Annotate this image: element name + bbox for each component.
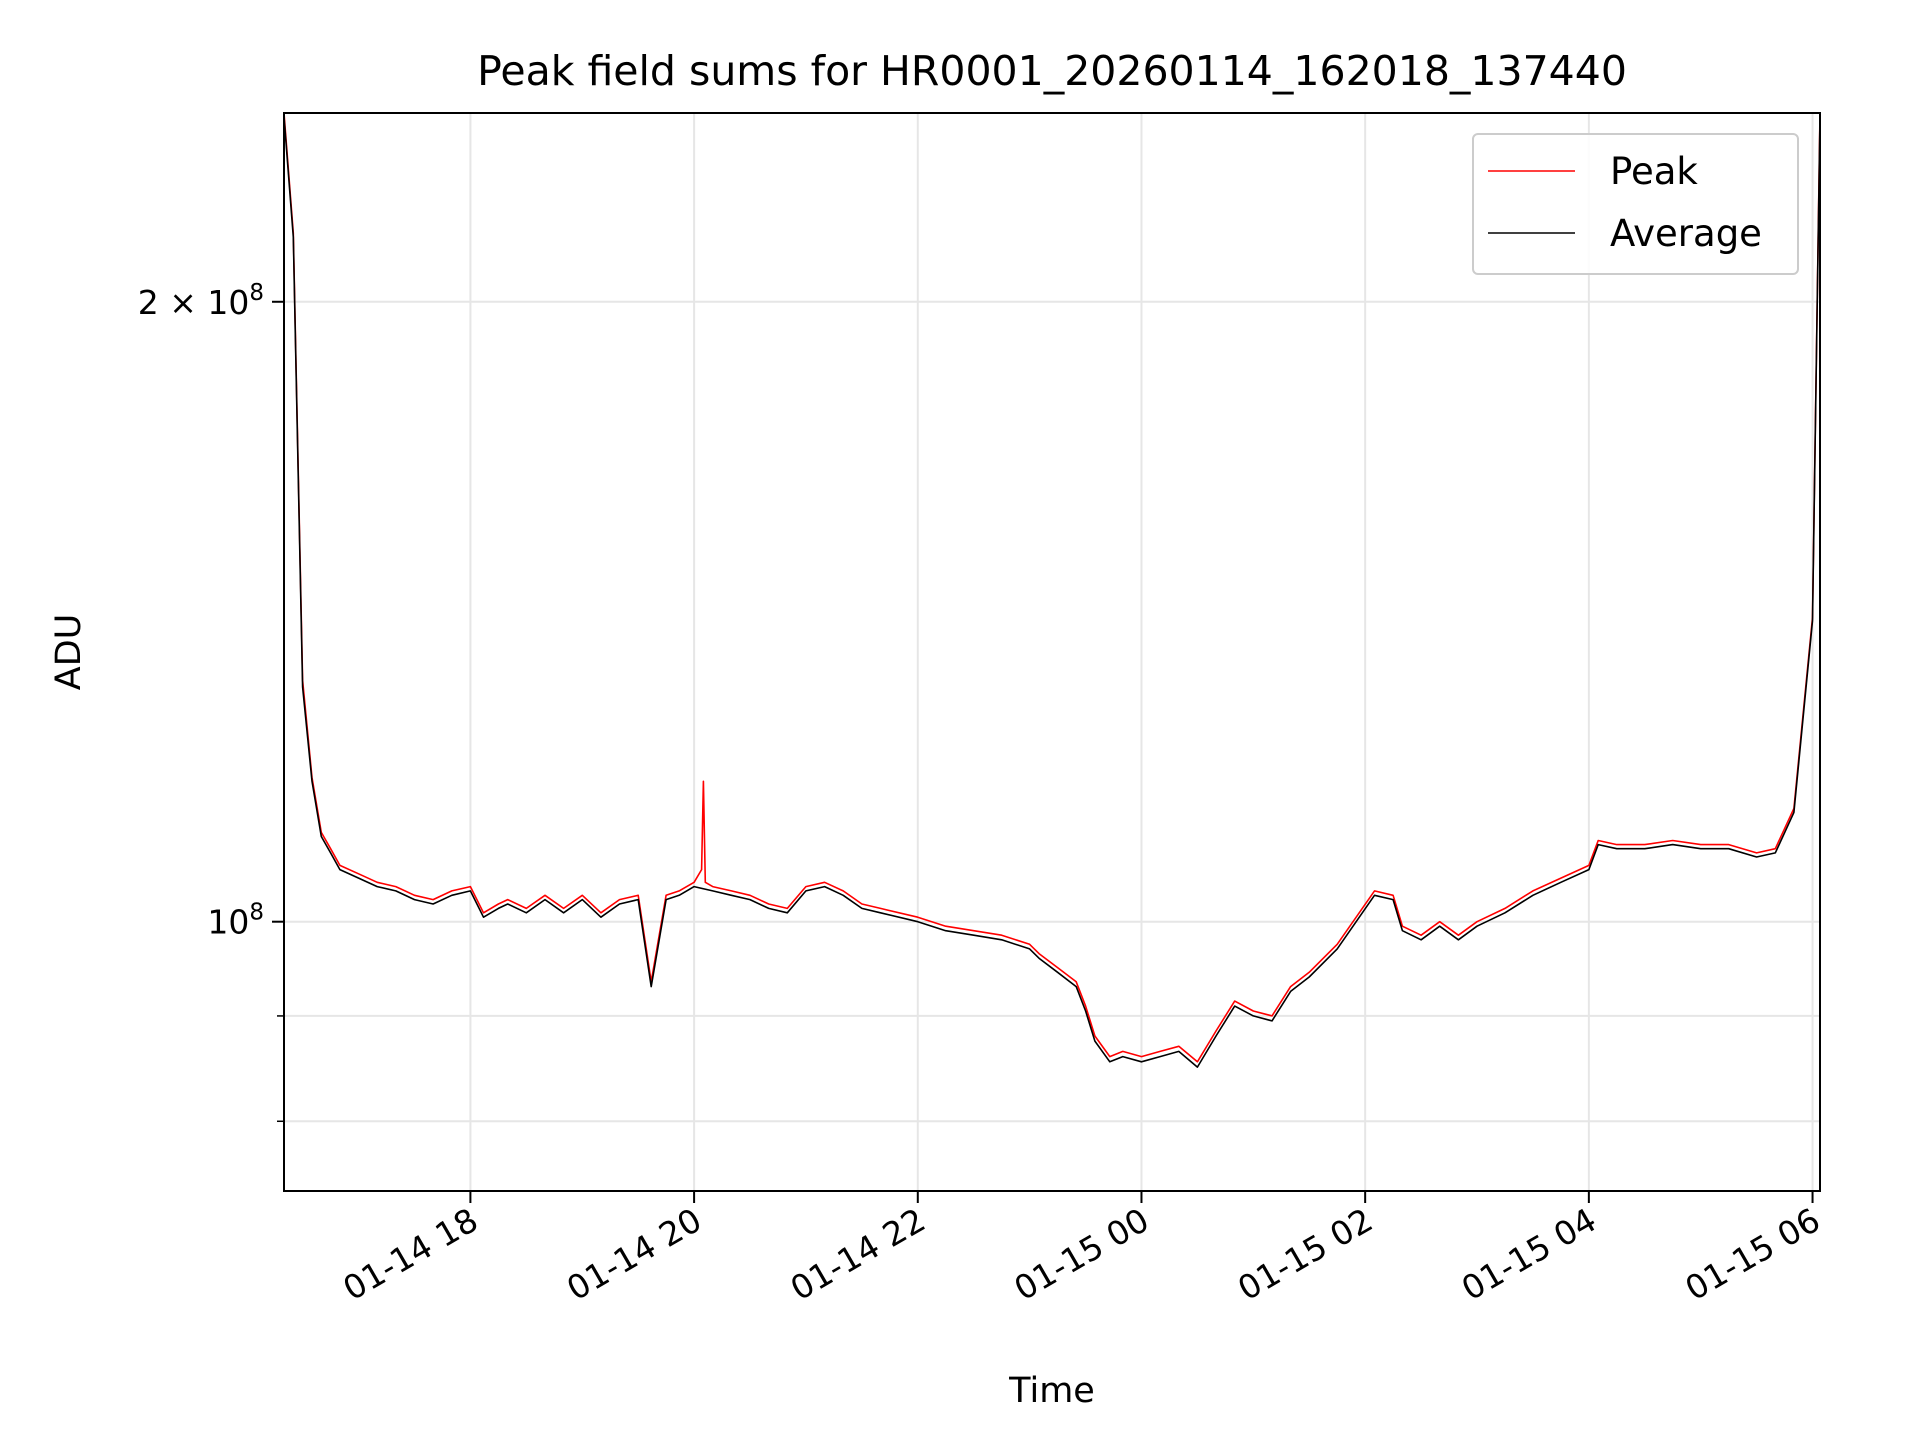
legend-label-peak: Peak [1610,150,1698,193]
series-layer [283,112,1821,1068]
legend-box [1472,133,1799,275]
x-axis-label: Time [1008,1371,1095,1411]
y-axis-label: ADU [49,614,89,691]
series-line-average [283,116,1821,1068]
grid [284,113,1820,1191]
y-tick-label: 108 [207,900,264,942]
legend-label-average: Average [1610,212,1762,255]
plot-frame [283,112,1821,1192]
chart-title: Peak field sums for HR0001_20260114_1620… [477,47,1627,95]
y-tick-label: 2 × 108 [138,280,264,322]
legend: Peak Average [1472,133,1799,275]
series-line-peak [283,112,1821,1063]
